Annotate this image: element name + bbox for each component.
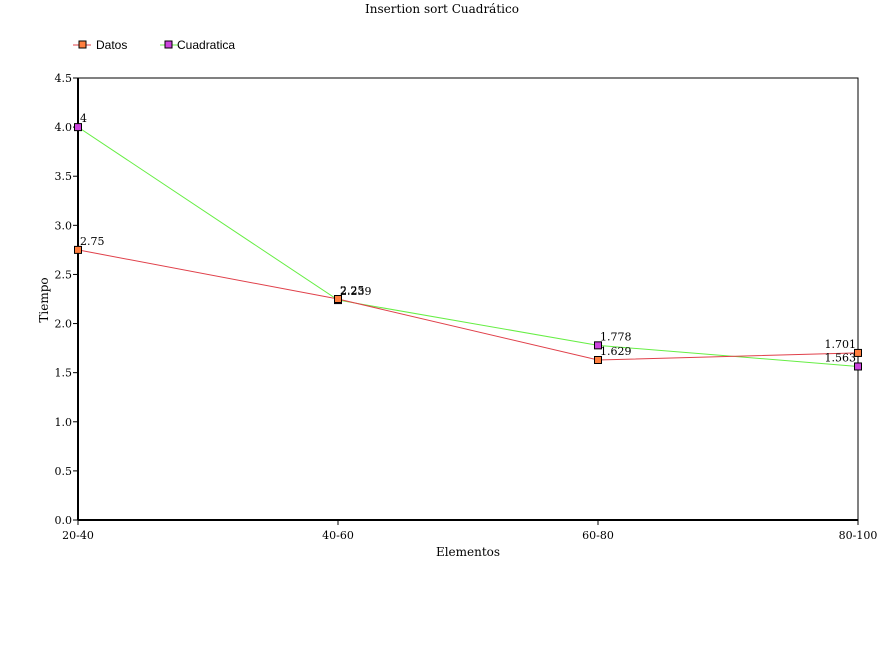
y-tick-label: 0.0 (55, 514, 73, 527)
data-label-datos: 2.25 (340, 284, 365, 297)
y-tick-label: 1.5 (55, 367, 73, 380)
legend-label-datos: Datos (96, 38, 127, 52)
y-tick-label: 3.0 (55, 219, 73, 232)
plot-frame (77, 77, 859, 521)
data-point-datos (74, 245, 82, 254)
data-point-cuadratica (854, 362, 862, 371)
x-tick-label: 80-100 (839, 529, 878, 542)
y-tick-label: 1.0 (55, 416, 73, 429)
legend-marker-cuadratica (164, 40, 173, 49)
chart-title: Insertion sort Cuadrático (365, 2, 519, 16)
legend: Datos Cuadratica (73, 38, 235, 52)
x-tick-label: 60-80 (582, 529, 614, 542)
data-label-datos: 1.701 (825, 338, 857, 351)
y-tick-label: 0.5 (55, 465, 73, 478)
legend-label-cuadratica: Cuadratica (177, 38, 235, 52)
x-tick-label: 40-60 (322, 529, 354, 542)
plot-area: 0.0 0.5 1.0 1.5 2.0 2.5 3.0 3.5 4.0 4.5 20-40 40-60… (55, 72, 878, 542)
y-tick-label: 3.5 (55, 170, 73, 183)
data-label-cuadratica: 1.778 (600, 330, 632, 343)
y-tick-label: 2.5 (55, 268, 73, 281)
data-label-cuadratica: 1.563 (825, 351, 857, 364)
data-label-cuadratica: 2.239 (340, 285, 372, 298)
x-axis-title: Elementos (436, 545, 500, 559)
y-tick-label: 2.0 (55, 318, 73, 331)
data-label-datos: 2.75 (80, 235, 105, 248)
y-tick-label: 4.5 (55, 72, 73, 85)
legend-marker-datos (78, 40, 87, 49)
data-point-datos (594, 355, 602, 364)
series-line-cuadratica (77, 126, 859, 367)
y-axis-title: Tiempo (37, 277, 51, 322)
data-label-datos: 1.629 (600, 345, 632, 358)
data-point-cuadratica (594, 341, 602, 350)
data-point-datos (334, 295, 342, 303)
data-point-cuadratica (74, 123, 82, 132)
data-point-datos (854, 348, 862, 357)
y-tick-label: 4.0 (55, 121, 73, 134)
x-tick-label: 20-40 (62, 529, 94, 542)
data-label-cuadratica: 4 (80, 112, 87, 125)
series-line-datos (77, 249, 859, 361)
